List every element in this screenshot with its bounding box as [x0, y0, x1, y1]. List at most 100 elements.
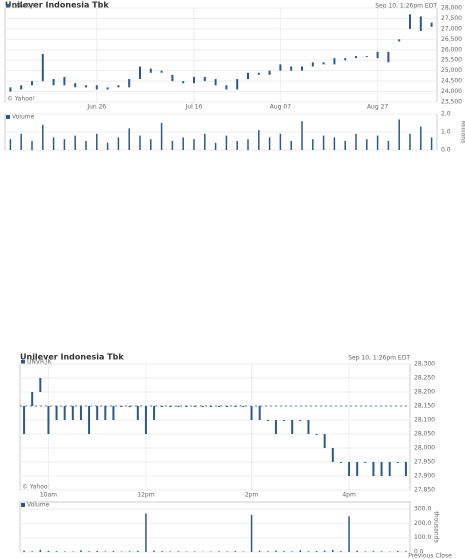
- volume-bar: [236, 141, 238, 150]
- candle: [169, 406, 172, 407]
- candle: [364, 462, 367, 463]
- candle: [348, 462, 351, 476]
- candle: [339, 462, 342, 463]
- y-tick-label: 28,000: [414, 445, 435, 452]
- volume-tick-label: 200.0: [414, 520, 431, 527]
- candle: [20, 85, 23, 90]
- x-tick-label: 4pm: [342, 492, 356, 499]
- volume-tick-label: 300.0: [414, 506, 431, 513]
- volume-bar: [397, 551, 399, 552]
- candle: [95, 85, 98, 90]
- candle: [279, 64, 282, 71]
- volume-bar: [63, 551, 66, 552]
- volume-bar: [291, 551, 293, 552]
- y-tick-label: 26,500: [441, 36, 462, 43]
- candle: [396, 462, 399, 463]
- x-tick-label: 12pm: [137, 492, 154, 499]
- volume-bar: [145, 513, 147, 552]
- volume-bar: [150, 139, 152, 150]
- volume-bar: [340, 551, 342, 552]
- credit: © Yahoo!: [7, 96, 35, 103]
- volume-bar: [333, 137, 336, 150]
- volume-bar: [332, 549, 334, 552]
- candle: [31, 392, 34, 406]
- volume-bar: [88, 551, 90, 552]
- timestamp: Sep 10, 1:26pm EDT: [348, 355, 410, 362]
- candle: [331, 448, 334, 462]
- volume-bar: [31, 551, 33, 552]
- volume-bar: [258, 130, 260, 150]
- candle: [307, 420, 310, 434]
- volume-legend: Volume: [12, 114, 35, 121]
- volume-bar: [161, 551, 163, 552]
- candle: [388, 462, 391, 476]
- candle: [323, 434, 326, 448]
- volume-bar: [112, 551, 115, 552]
- volume-bar: [258, 550, 261, 552]
- candle: [372, 462, 375, 476]
- volume-bar: [364, 551, 367, 552]
- y-tick-label: 28,050: [414, 431, 435, 438]
- volume-bar: [322, 135, 325, 150]
- y-tick-label: 26,000: [441, 46, 462, 53]
- volume-bar: [182, 137, 184, 150]
- candle: [236, 79, 239, 90]
- volume-bar: [398, 119, 400, 150]
- candle: [356, 462, 359, 476]
- volume-bar: [344, 141, 346, 150]
- y-tick-label: 27,950: [414, 459, 435, 466]
- volume-bar: [137, 550, 139, 552]
- legend-swatch: [21, 360, 25, 364]
- chart-title: Unilever Indonesia Tbk: [5, 1, 109, 10]
- y-tick-label: 27,850: [414, 487, 435, 494]
- volume-bar: [63, 139, 66, 150]
- volume-bar: [55, 551, 58, 552]
- timestamp: Sep 10, 1:26pm EDT: [375, 3, 437, 10]
- candle: [209, 406, 212, 407]
- candle: [387, 51, 390, 63]
- candle: [430, 22, 433, 27]
- candle: [419, 16, 422, 31]
- x-tick-label: 2pm: [245, 492, 259, 499]
- candle: [299, 420, 302, 421]
- volume-bar: [52, 137, 55, 150]
- volume-bar: [225, 135, 228, 150]
- volume-bar: [355, 133, 357, 150]
- y-tick-label: 24,000: [441, 88, 462, 95]
- y-tick-label: 25,500: [441, 57, 462, 64]
- candle: [153, 406, 156, 420]
- candle: [79, 406, 82, 420]
- volume-bar: [387, 141, 390, 150]
- candle: [268, 70, 271, 75]
- candle: [214, 79, 217, 86]
- candle: [106, 87, 109, 90]
- volume-bar: [20, 133, 22, 150]
- candle: [380, 462, 383, 476]
- candle: [274, 420, 277, 434]
- volume-bar: [250, 514, 253, 552]
- candle: [218, 406, 221, 407]
- candle: [182, 81, 185, 84]
- credit: © Yahoo!: [22, 484, 50, 491]
- candle: [344, 58, 347, 61]
- volume-legend: Volume: [27, 502, 50, 509]
- volume-bar: [376, 135, 379, 150]
- volume-bar: [193, 139, 195, 150]
- candle: [85, 85, 87, 88]
- candle: [74, 83, 77, 88]
- volume-bar: [9, 139, 12, 150]
- candle: [404, 462, 407, 476]
- candle: [226, 406, 229, 407]
- volume-bar: [247, 139, 249, 150]
- candle: [257, 72, 260, 75]
- volume-bar: [218, 551, 220, 552]
- legend-label: UNVR.JK: [12, 3, 38, 10]
- panel: [19, 363, 411, 491]
- volume-bar: [283, 551, 285, 552]
- volume-bar: [299, 550, 302, 552]
- candle: [52, 79, 55, 86]
- candle: [139, 66, 141, 80]
- volume-bar: [193, 551, 196, 552]
- candle: [301, 66, 303, 71]
- volume-bar: [96, 551, 98, 552]
